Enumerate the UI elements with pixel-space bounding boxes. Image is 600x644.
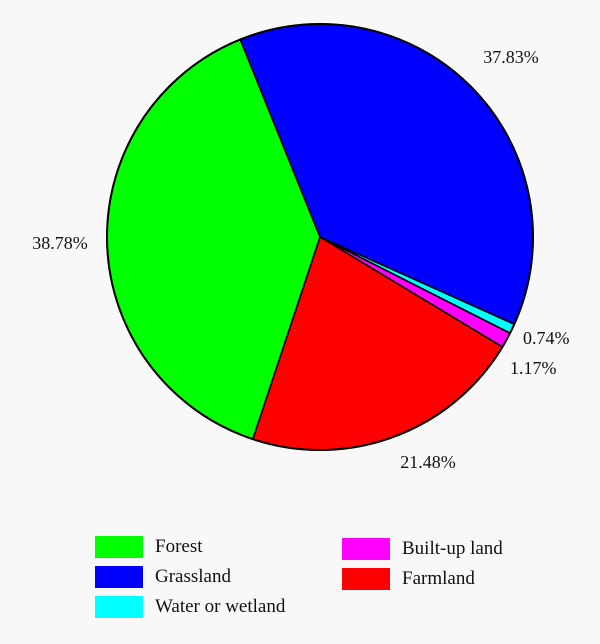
- data-label-farmland: 21.48%: [400, 452, 456, 472]
- pie-outline: [106, 23, 534, 451]
- data-label-built-up-land: 1.17%: [510, 358, 557, 378]
- data-label-forest: 38.78%: [32, 233, 88, 253]
- data-label-water-or-wetland: 0.74%: [523, 328, 570, 348]
- data-label-grassland: 37.83%: [483, 47, 539, 67]
